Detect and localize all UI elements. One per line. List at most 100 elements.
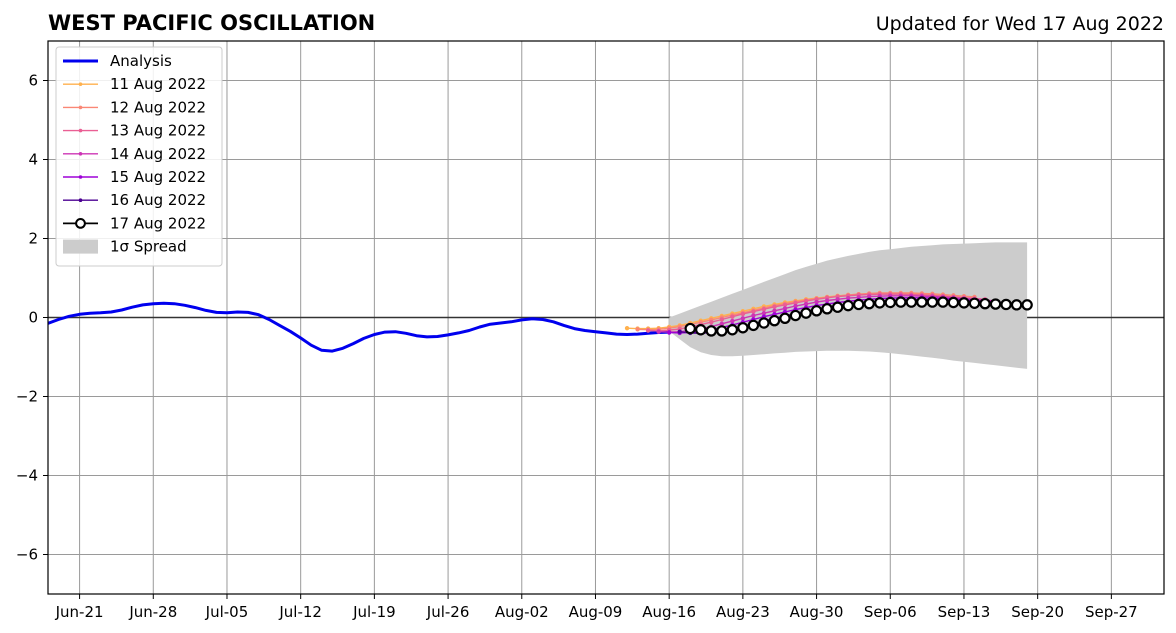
- forecast-point: [666, 330, 672, 335]
- x-tick-label: Aug-16: [642, 603, 696, 621]
- forecast-point: [751, 313, 756, 318]
- x-tick-label: Sep-13: [938, 603, 991, 621]
- x-tick-label: Jul-12: [278, 603, 322, 621]
- forecast-point: [695, 324, 707, 336]
- forecast-point: [793, 303, 798, 309]
- legend-label: 13 Aug 2022: [110, 122, 206, 140]
- legend-label: 16 Aug 2022: [110, 191, 206, 209]
- forecast-point: [740, 316, 746, 321]
- legend-label: 1σ Spread: [110, 238, 187, 256]
- forecast-point: [926, 296, 939, 308]
- analysis-line: [48, 301, 670, 353]
- x-tick-label: Aug-30: [790, 603, 844, 621]
- x-tick-label: Sep-06: [864, 603, 917, 621]
- forecast-point: [958, 297, 970, 309]
- forecast-point: [772, 304, 777, 310]
- forecast-point: [677, 329, 682, 334]
- forecast-point: [842, 299, 854, 312]
- legend-marker: [75, 218, 86, 229]
- x-tick-label: Jul-05: [205, 603, 249, 621]
- forecast-point: [895, 296, 907, 308]
- legend-label: 15 Aug 2022: [110, 168, 206, 186]
- forecast-point: [782, 302, 788, 308]
- legend-swatch-spread: [63, 239, 98, 254]
- chart-title: WEST PACIFIC OSCILLATION: [48, 11, 375, 35]
- x-tick-label: Sep-20: [1011, 603, 1064, 621]
- legend-marker: [78, 128, 83, 133]
- updated-date: Updated for Wed 17 Aug 2022: [876, 13, 1164, 35]
- y-tick-label: −4: [16, 467, 38, 485]
- x-tick-label: Jul-19: [352, 603, 396, 621]
- forecast-point: [740, 311, 746, 317]
- forecast-point: [719, 321, 725, 327]
- forecast-point: [730, 314, 735, 319]
- forecast-point: [852, 298, 865, 311]
- axes-frame: [47, 40, 1165, 595]
- y-tick-label: 6: [28, 72, 38, 90]
- y-tick-label: 4: [28, 151, 38, 169]
- legend-marker: [78, 152, 83, 156]
- forecast-point: [645, 328, 651, 333]
- forecast-point: [684, 322, 696, 335]
- forecast-point: [705, 325, 717, 337]
- forecast-point: [656, 329, 661, 334]
- forecast-point: [884, 296, 896, 309]
- forecast-point: [737, 322, 749, 334]
- forecast-point: [905, 296, 918, 308]
- forecast-point: [1021, 299, 1033, 311]
- legend-label: 12 Aug 2022: [110, 98, 206, 116]
- legend-marker: [78, 105, 83, 110]
- x-tick-label: Jun-21: [55, 603, 104, 621]
- legend-label: 11 Aug 2022: [110, 75, 206, 93]
- x-tick-label: Jun-28: [128, 603, 177, 621]
- forecast-point: [624, 325, 630, 331]
- forecast-point: [751, 309, 756, 314]
- forecast-point: [747, 319, 760, 332]
- legend-label: 14 Aug 2022: [110, 145, 206, 163]
- forecast-point: [1010, 299, 1023, 311]
- x-tick-label: Aug-09: [569, 603, 623, 621]
- forecast-point: [726, 324, 739, 336]
- forecast-point: [810, 305, 823, 317]
- forecast-point: [937, 296, 949, 308]
- forecast-point: [979, 297, 991, 310]
- x-tick-label: Aug-02: [495, 603, 549, 621]
- forecast-point: [821, 303, 833, 315]
- forecast-point: [768, 314, 781, 327]
- forecast-point: [635, 327, 640, 332]
- forecast-point: [758, 317, 770, 329]
- y-tick-label: 2: [28, 230, 38, 248]
- forecast-point: [916, 296, 928, 308]
- forecast-point: [709, 320, 714, 325]
- forecast-point: [824, 298, 830, 303]
- y-tick-label: 0: [28, 309, 38, 327]
- forecast-point: [1000, 298, 1012, 311]
- forecast-point: [730, 318, 735, 324]
- forecast-point: [800, 307, 812, 319]
- plot-area: Jun-21 Jun-28 Jul-05 Jul-12 Jul-19 Jul-26 Aug-…: [16, 40, 1165, 621]
- legend-label: Analysis: [110, 52, 172, 70]
- forecast-point: [761, 310, 767, 316]
- forecast-point: [789, 309, 802, 322]
- legend-box: [55, 46, 223, 267]
- x-tick-label: Jul-26: [426, 603, 470, 621]
- series-layer: [48, 242, 1033, 369]
- forecast-point: [968, 297, 981, 309]
- legend-label: 17 Aug 2022: [110, 214, 206, 232]
- forecast-point: [831, 301, 844, 313]
- forecast-point: [716, 325, 728, 337]
- legend: Analysis 11 Aug 2022 12 Aug 2022 13 Aug 202…: [55, 46, 223, 267]
- forecast-point: [814, 299, 819, 305]
- x-tick-label: Sep-27: [1085, 603, 1138, 621]
- forecast-point: [779, 312, 791, 324]
- legend-marker: [78, 82, 83, 86]
- legend-marker: [78, 198, 83, 202]
- x-tick-label: Aug-23: [716, 603, 770, 621]
- y-tick-label: −2: [16, 388, 38, 406]
- legend-marker: [78, 175, 83, 179]
- forecast-point: [719, 317, 725, 322]
- forecast-point: [803, 301, 809, 307]
- forecast-point: [772, 308, 777, 313]
- forecast-point: [782, 306, 788, 311]
